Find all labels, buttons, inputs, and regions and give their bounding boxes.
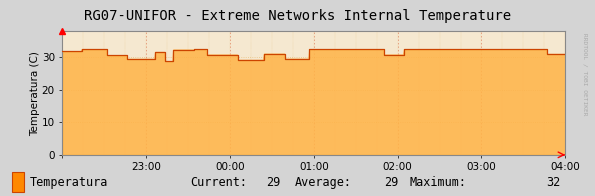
- Text: Current:: Current:: [190, 176, 248, 189]
- Text: Temperatura: Temperatura: [30, 176, 108, 189]
- Text: 29: 29: [384, 176, 399, 189]
- Text: 29: 29: [266, 176, 280, 189]
- Text: 32: 32: [546, 176, 560, 189]
- Text: Average:: Average:: [295, 176, 352, 189]
- Text: RG07-UNIFOR - Extreme Networks Internal Temperature: RG07-UNIFOR - Extreme Networks Internal …: [84, 9, 511, 23]
- Y-axis label: Temperatura (C): Temperatura (C): [30, 51, 40, 136]
- Bar: [12, 172, 24, 192]
- Text: RRDTOOL / TOBI OETIKER: RRDTOOL / TOBI OETIKER: [583, 33, 587, 116]
- Text: Maximum:: Maximum:: [410, 176, 467, 189]
